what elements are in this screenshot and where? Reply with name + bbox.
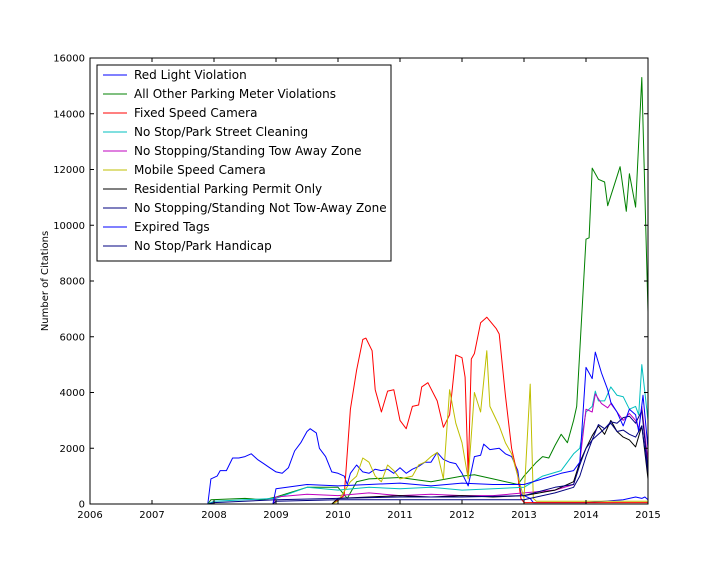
- x-tick-label: 2012: [449, 510, 474, 521]
- y-tick-label: 2000: [60, 444, 85, 455]
- series-line-3: [90, 316, 648, 505]
- legend-label: Mobile Speed Camera: [134, 163, 266, 177]
- legend-label: No Stop/Park Street Cleaning: [134, 125, 308, 139]
- x-tick-label: 2011: [387, 510, 412, 521]
- series-layer: [90, 77, 649, 505]
- legend: Red Light Violation All Other Parking Met…: [96, 64, 392, 262]
- legend-label: No Stopping/Standing Tow Away Zone: [134, 144, 362, 158]
- y-tick-label: 4000: [60, 388, 85, 399]
- legend-label: No Stop/Park Handicap: [134, 239, 272, 253]
- legend-label: Red Light Violation: [134, 68, 247, 82]
- y-axis-title: Number of Citations: [40, 231, 51, 331]
- x-tick-label: 2013: [511, 510, 536, 521]
- x-tick-label: 2009: [263, 510, 288, 521]
- y-tick-label: 16000: [53, 54, 85, 65]
- series-line-2: [90, 77, 649, 505]
- legend-label: No Stopping/Standing Not Tow-Away Zone: [134, 201, 387, 215]
- x-tick-label: 2007: [139, 510, 164, 521]
- y-tick-label: 8000: [60, 277, 85, 288]
- plot-frame: [89, 57, 649, 505]
- y-tick-label: 10000: [53, 221, 85, 232]
- series-line-9: [90, 351, 649, 505]
- x-tick-label: 2014: [573, 510, 598, 521]
- legend-box: [96, 64, 392, 262]
- x-tick-label: 2008: [201, 510, 226, 521]
- x-tick-label: 2010: [325, 510, 350, 521]
- y-tick-label: 0: [79, 500, 85, 511]
- x-tick-label: 2015: [635, 510, 660, 521]
- legend-label: Residential Parking Permit Only: [134, 182, 322, 196]
- legend-label: All Other Parking Meter Violations: [134, 87, 336, 101]
- y-tick-label: 6000: [60, 332, 85, 343]
- legend-label: Fixed Speed Camera: [134, 106, 257, 120]
- series-line-6: [90, 350, 648, 505]
- series-line-10: [90, 422, 649, 505]
- legend-label: Expired Tags: [134, 220, 210, 234]
- series-line-1: [90, 428, 649, 505]
- y-tick-label: 12000: [53, 165, 85, 176]
- series-line-4: [90, 364, 649, 505]
- y-tick-label: 14000: [53, 109, 85, 120]
- ticks-layer: 2006 2007 2008 2009 2010 2011 2012 2013 2014 2015…: [53, 54, 661, 522]
- x-tick-label: 2006: [77, 510, 102, 521]
